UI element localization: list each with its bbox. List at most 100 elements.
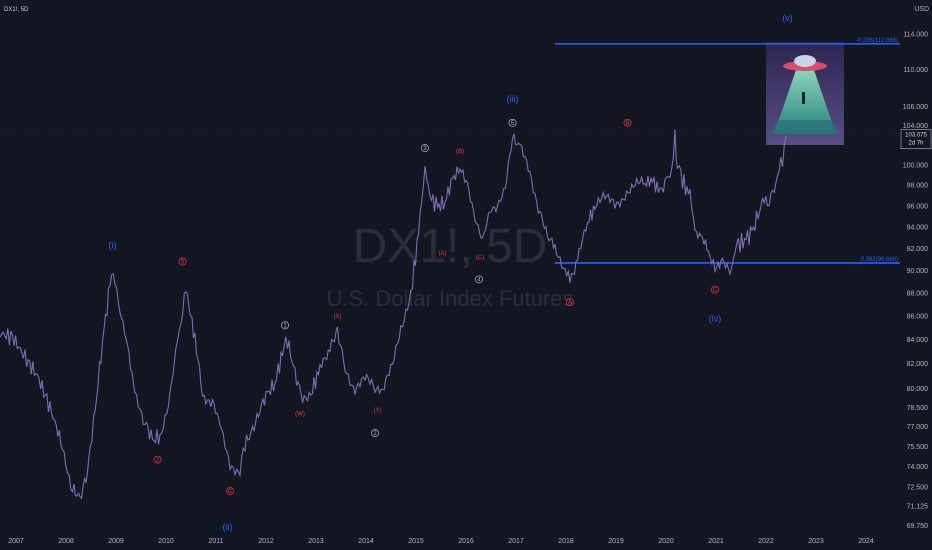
time-axis[interactable]: 2007 2008 2009 2010 2011 2012 2013 2014 2015 2016…	[0, 532, 932, 550]
wave-label: 1	[281, 321, 289, 330]
ufo-illustration	[766, 42, 844, 145]
wave-label-text: (i)	[109, 240, 117, 250]
wave-label-text: (X)	[334, 314, 342, 320]
wave-label: B	[623, 118, 632, 127]
wave-label-text: (A)	[439, 251, 447, 257]
wave-label-circle	[421, 144, 429, 153]
wave-label-circle	[153, 455, 162, 464]
wave-label: (iii)	[507, 94, 519, 104]
wave-label: C	[226, 487, 234, 495]
price-badge: 103.075 2d 7h	[900, 129, 932, 149]
wave-label-circle	[508, 118, 517, 127]
wave-label-text: A	[568, 300, 572, 306]
bar-countdown: 2d 7h	[908, 141, 923, 147]
watermark-title: DX1!, 5D	[353, 220, 548, 273]
wave-label-text: (Y)	[374, 408, 382, 414]
x-tick-label: 2016	[458, 538, 474, 545]
symbol-header: DX1!, 5D	[4, 7, 29, 13]
x-tick-label: 2007	[8, 538, 24, 545]
y-tick-label: 98.000	[907, 183, 929, 190]
y-tick-label: 80.000	[907, 386, 929, 393]
wave-label-circle	[566, 298, 574, 307]
y-tick-label: 78.500	[907, 405, 929, 412]
y-tick-label: 71.125	[907, 504, 929, 511]
x-tick-label: 2014	[358, 538, 374, 545]
wave-label: 2	[371, 429, 379, 438]
price-series	[0, 129, 787, 500]
y-tick-label: 114.000	[903, 31, 928, 38]
currency-label: USD	[914, 6, 929, 13]
wave-label: (Y)	[374, 408, 382, 414]
wave-label-text: (v)	[782, 13, 793, 23]
wave-label: 5	[178, 257, 187, 266]
y-tick-label: 88.000	[907, 290, 929, 297]
y-tick-label: 100.000	[903, 163, 928, 170]
y-tick-label: 77.000	[907, 424, 929, 431]
x-tick-label: 2017	[508, 538, 524, 545]
wave-label-circle	[623, 118, 632, 127]
wave-label-text: (iv)	[709, 313, 722, 323]
wave-label: (C)	[476, 255, 484, 261]
wave-label-circle	[371, 429, 379, 438]
wave-label: (A)	[439, 251, 447, 257]
wave-label-circle	[281, 321, 289, 330]
wave-label: (ii)	[223, 522, 233, 532]
y-tick-label: 92.000	[907, 246, 929, 253]
y-tick-label: 72.500	[907, 484, 929, 491]
price-axis[interactable]: USD 69.750 71.125 72.500 74.000 75.500 77.000…	[900, 0, 932, 550]
wave-label: 4	[475, 275, 483, 284]
y-tick-label: 69.750	[907, 523, 929, 530]
x-tick-label: 2019	[608, 538, 624, 545]
y-tick-label: 106.000	[903, 104, 928, 111]
x-tick-label: 2023	[808, 538, 824, 545]
wave-label-text: C	[228, 489, 233, 495]
wave-label: (B)	[456, 149, 464, 155]
x-tick-label: 2020	[658, 538, 674, 545]
wave-label-circle	[475, 275, 483, 284]
x-tick-label: 2024	[858, 538, 874, 545]
wave-label-text: 4	[477, 277, 481, 283]
y-tick-label: 94.000	[907, 224, 929, 231]
wave-label-text: (iii)	[507, 94, 519, 104]
wave-label: (v)	[782, 13, 793, 23]
wave-label-circle	[711, 285, 719, 294]
wave-label: (i)	[109, 240, 117, 250]
wave-label: 2	[153, 455, 162, 464]
x-tick-label: 2021	[708, 538, 724, 545]
wave-label-text: (ii)	[223, 522, 233, 532]
wave-label-text: (C)	[476, 255, 484, 261]
y-tick-label: 86.000	[907, 313, 929, 320]
y-tick-label: 90.000	[907, 268, 929, 275]
wave-label: (W)	[295, 412, 305, 418]
wave-label: (iv)	[709, 313, 722, 323]
y-tick-label: 82.000	[907, 361, 929, 368]
fib-levels: -0.236(112.865) 0.382(90.680)	[555, 38, 900, 264]
wave-label: A	[566, 298, 574, 307]
current-price: 103.075	[905, 133, 927, 139]
wave-label-text: (W)	[295, 412, 305, 418]
price-line	[0, 129, 787, 500]
x-tick-label: 2008	[58, 538, 74, 545]
y-tick-label: 96.000	[907, 203, 929, 210]
wave-label-text: 3	[423, 146, 427, 152]
wave-label-text: (B)	[456, 149, 464, 155]
watermark-subtitle: U.S. Dollar Index Futures	[327, 286, 574, 311]
wave-labels: (i) (ii) (iii) (iv) (v) 5 2 C (W) (X) (Y) (B) (A) (C)…	[109, 13, 793, 532]
y-tick-label: 110.000	[903, 67, 928, 74]
y-tick-label: 84.000	[907, 337, 929, 344]
y-tick-label: 104.000	[903, 123, 928, 130]
fib-label: -0.236(112.865)	[856, 38, 898, 44]
y-tick-label: 74.000	[907, 464, 929, 471]
wave-label-text: 2	[156, 458, 160, 464]
wave-label-circle	[226, 487, 234, 495]
x-tick-label: 2018	[558, 538, 574, 545]
wave-label-text: 1	[283, 323, 287, 329]
x-tick-label: 2011	[208, 538, 223, 545]
wave-label-text: 2	[373, 431, 377, 437]
x-tick-label: 2022	[758, 538, 774, 545]
x-tick-label: 2010	[158, 538, 174, 545]
wave-label-text: 5	[511, 121, 515, 127]
wave-label: 3	[421, 144, 429, 153]
x-tick-label: 2015	[408, 538, 424, 545]
